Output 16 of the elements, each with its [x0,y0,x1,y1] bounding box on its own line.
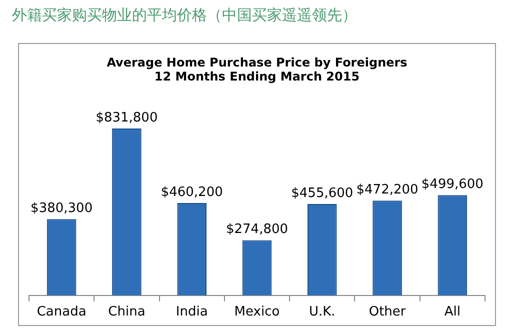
x-tick-label: All [444,304,460,320]
x-tick-label: Other [368,304,406,320]
x-tick-label: U.K. [308,304,336,320]
data-label: $455,600 [291,186,354,201]
chart-subtitle: Average Home Purchase Price by Foreigners 12 Months Ending March 2015 [106,55,408,84]
x-tick-label: China [108,304,146,320]
data-label: $499,600 [421,177,484,192]
data-label: $380,300 [30,200,93,216]
data-label: $831,800 [96,110,158,126]
data-label: $460,200 [160,184,223,200]
x-tick-label: Canada [36,304,86,320]
x-tick-label: India [176,304,208,320]
data-label: $274,800 [226,222,288,238]
data-label: $472,200 [356,182,418,198]
x-tick-label: Mexico [234,304,280,320]
chart-title: 外籍买家购买物业的平均价格（中国买家遥遥领先） [12,6,357,25]
